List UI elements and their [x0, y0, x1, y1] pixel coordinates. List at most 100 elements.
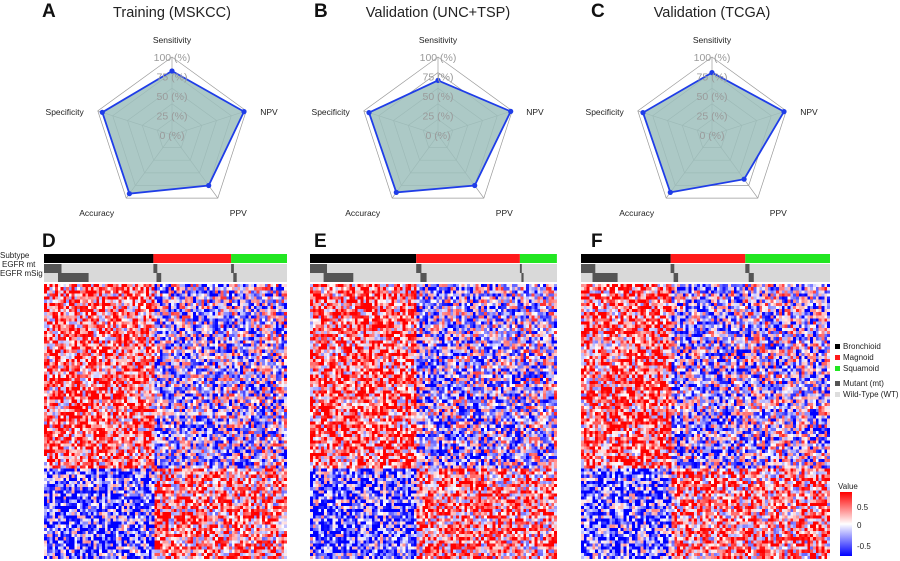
radar-tick-label: 50 (%): [157, 91, 188, 103]
egfr-msig-mark: [156, 273, 162, 282]
radar-tick-label: 75 (%): [697, 72, 728, 84]
radar-point-sensitivity: [435, 77, 441, 83]
legend-swatch-mutant: [835, 381, 840, 386]
legend-swatch-magnoid: [835, 355, 840, 360]
radar-tick-label: 100 (%): [154, 52, 191, 64]
egfr-mt-mark: [153, 264, 158, 273]
radar-point-sensitivity: [709, 70, 715, 76]
radar-axis-label-npv: NPV: [526, 107, 544, 117]
radar-grid-ring: [363, 56, 513, 199]
radar-grid-ring: [97, 56, 247, 199]
value-colorbar-legend: Value 0.5 0 -0.5: [838, 482, 871, 556]
legend-label-mutant: Mutant (mt): [843, 379, 884, 388]
subtype-legend: Bronchioid Magnoid Squamoid: [835, 342, 881, 373]
heatmap-mskcc: [44, 254, 287, 559]
legend-label-magnoid: Magnoid: [843, 353, 874, 362]
radar-tick-label: 50 (%): [423, 91, 454, 103]
radar-axis-label-accuracy: Accuracy: [79, 208, 115, 218]
radar-axis-label-ppv: PPV: [230, 208, 247, 218]
radar-point-accuracy: [126, 191, 132, 197]
radar-tick-label: 100 (%): [420, 52, 457, 64]
legend-swatch-squamoid: [835, 366, 840, 371]
radar-title-tcga: Validation (TCGA): [654, 5, 771, 21]
radar-area: [641, 71, 786, 194]
egfr-mt-mark: [44, 264, 62, 273]
radar-grid-ring: [637, 56, 787, 199]
egfr-msig-mark: [420, 273, 427, 282]
radar-tick-label: 0 (%): [425, 130, 450, 142]
radar-tick-label: 75 (%): [157, 72, 188, 84]
subtype-bar-bronchioid: [44, 254, 154, 263]
heatmap-unc-tsp: [310, 254, 557, 559]
colorbar-tick-high: 0.5: [857, 503, 869, 512]
egfr-mt-mark: [310, 264, 327, 273]
radar-axis-label-specificity: Specificity: [312, 107, 351, 117]
egfr-annotation-band: [310, 264, 557, 282]
row-label-egfr-msig: EGFR mSig: [0, 269, 43, 278]
radar-point-ppv: [206, 182, 212, 189]
egfr-msig-mark: [748, 273, 754, 282]
panel-letter-d: D: [42, 231, 56, 252]
radar-axis-label-ppv: PPV: [496, 208, 513, 218]
egfr-msig-mark: [673, 273, 679, 282]
colorbar-title: Value: [838, 482, 858, 491]
colorbar-tick-low: -0.5: [857, 542, 871, 551]
subtype-bar-bronchioid: [581, 254, 671, 263]
panel-letter-c: C: [591, 1, 605, 22]
radar-point-ppv: [741, 176, 747, 182]
subtype-bar-squamoid: [231, 254, 287, 263]
radar-point-specificity: [640, 110, 646, 116]
radar-axis-label-specificity: Specificity: [46, 107, 85, 117]
panel-letter-a: A: [42, 1, 56, 22]
radar-point-specificity: [366, 110, 372, 116]
colorbar: [840, 492, 852, 556]
egfr-msig-mark: [58, 273, 89, 282]
radar-tick-label: 25 (%): [697, 111, 728, 123]
radar-tick-label: 25 (%): [423, 111, 454, 123]
radar-tick-label: 50 (%): [697, 91, 728, 103]
radar-axis-label-npv: NPV: [260, 107, 278, 117]
radar-axis-label-sensitivity: Sensitivity: [693, 35, 732, 45]
egfr-mt-mark: [416, 264, 422, 273]
heatmap-cells: [581, 284, 830, 559]
subtype-bar-squamoid: [519, 254, 557, 263]
egfr-annotation-band: [581, 264, 830, 282]
radar-title-mskcc: Training (MSKCC): [113, 5, 231, 21]
egfr-msig-mark: [323, 273, 354, 282]
colorbar-tick-mid: 0: [857, 521, 862, 530]
radar-tick-label: 25 (%): [157, 111, 188, 123]
egfr-msig-mark: [592, 273, 618, 282]
radar-tick-label: 75 (%): [423, 72, 454, 84]
radar-axis-label-sensitivity: Sensitivity: [419, 35, 458, 45]
radar-chart-unc-tsp: 0 (%) 25 (%) 50 (%) 75 (%) 100 (%) Sensitivit…: [312, 35, 544, 218]
mutation-legend: Mutant (mt) Wild-Type (WT): [835, 379, 899, 399]
legend-label-squamoid: Squamoid: [843, 364, 879, 373]
subtype-bar-squamoid: [745, 254, 830, 263]
radar-tick-label: 100 (%): [694, 52, 731, 64]
panel-letter-b: B: [314, 1, 328, 22]
row-label-subtype: Subtype: [0, 251, 30, 260]
subtype-bar-bronchioid: [310, 254, 417, 263]
radar-area: [101, 69, 246, 195]
radar-point-npv: [241, 109, 247, 115]
radar-area: [367, 79, 512, 194]
egfr-mt-mark: [670, 264, 675, 273]
row-label-egfr-mt: EGFR mt: [2, 260, 36, 269]
radar-axis-label-accuracy: Accuracy: [345, 208, 381, 218]
radar-title-unc-tsp: Validation (UNC+TSP): [366, 5, 510, 21]
panel-letter-f: F: [591, 231, 603, 252]
radar-point-specificity: [99, 109, 105, 115]
radar-axis-label-ppv: PPV: [770, 208, 787, 218]
egfr-msig-mark: [521, 273, 524, 282]
radar-axis-label-accuracy: Accuracy: [619, 208, 655, 218]
radar-chart-tcga: 0 (%) 25 (%) 50 (%) 75 (%) 100 (%) Sensitivit…: [586, 35, 818, 218]
egfr-mt-mark: [231, 264, 234, 273]
egfr-mt-mark: [519, 264, 522, 273]
radar-point-npv: [508, 108, 514, 114]
radar-tick-label: 0 (%): [699, 130, 724, 142]
radar-axis-label-sensitivity: Sensitivity: [153, 35, 192, 45]
egfr-mt-mark: [581, 264, 596, 273]
subtype-bar-magnoid: [416, 254, 520, 263]
radar-point-accuracy: [667, 189, 673, 195]
